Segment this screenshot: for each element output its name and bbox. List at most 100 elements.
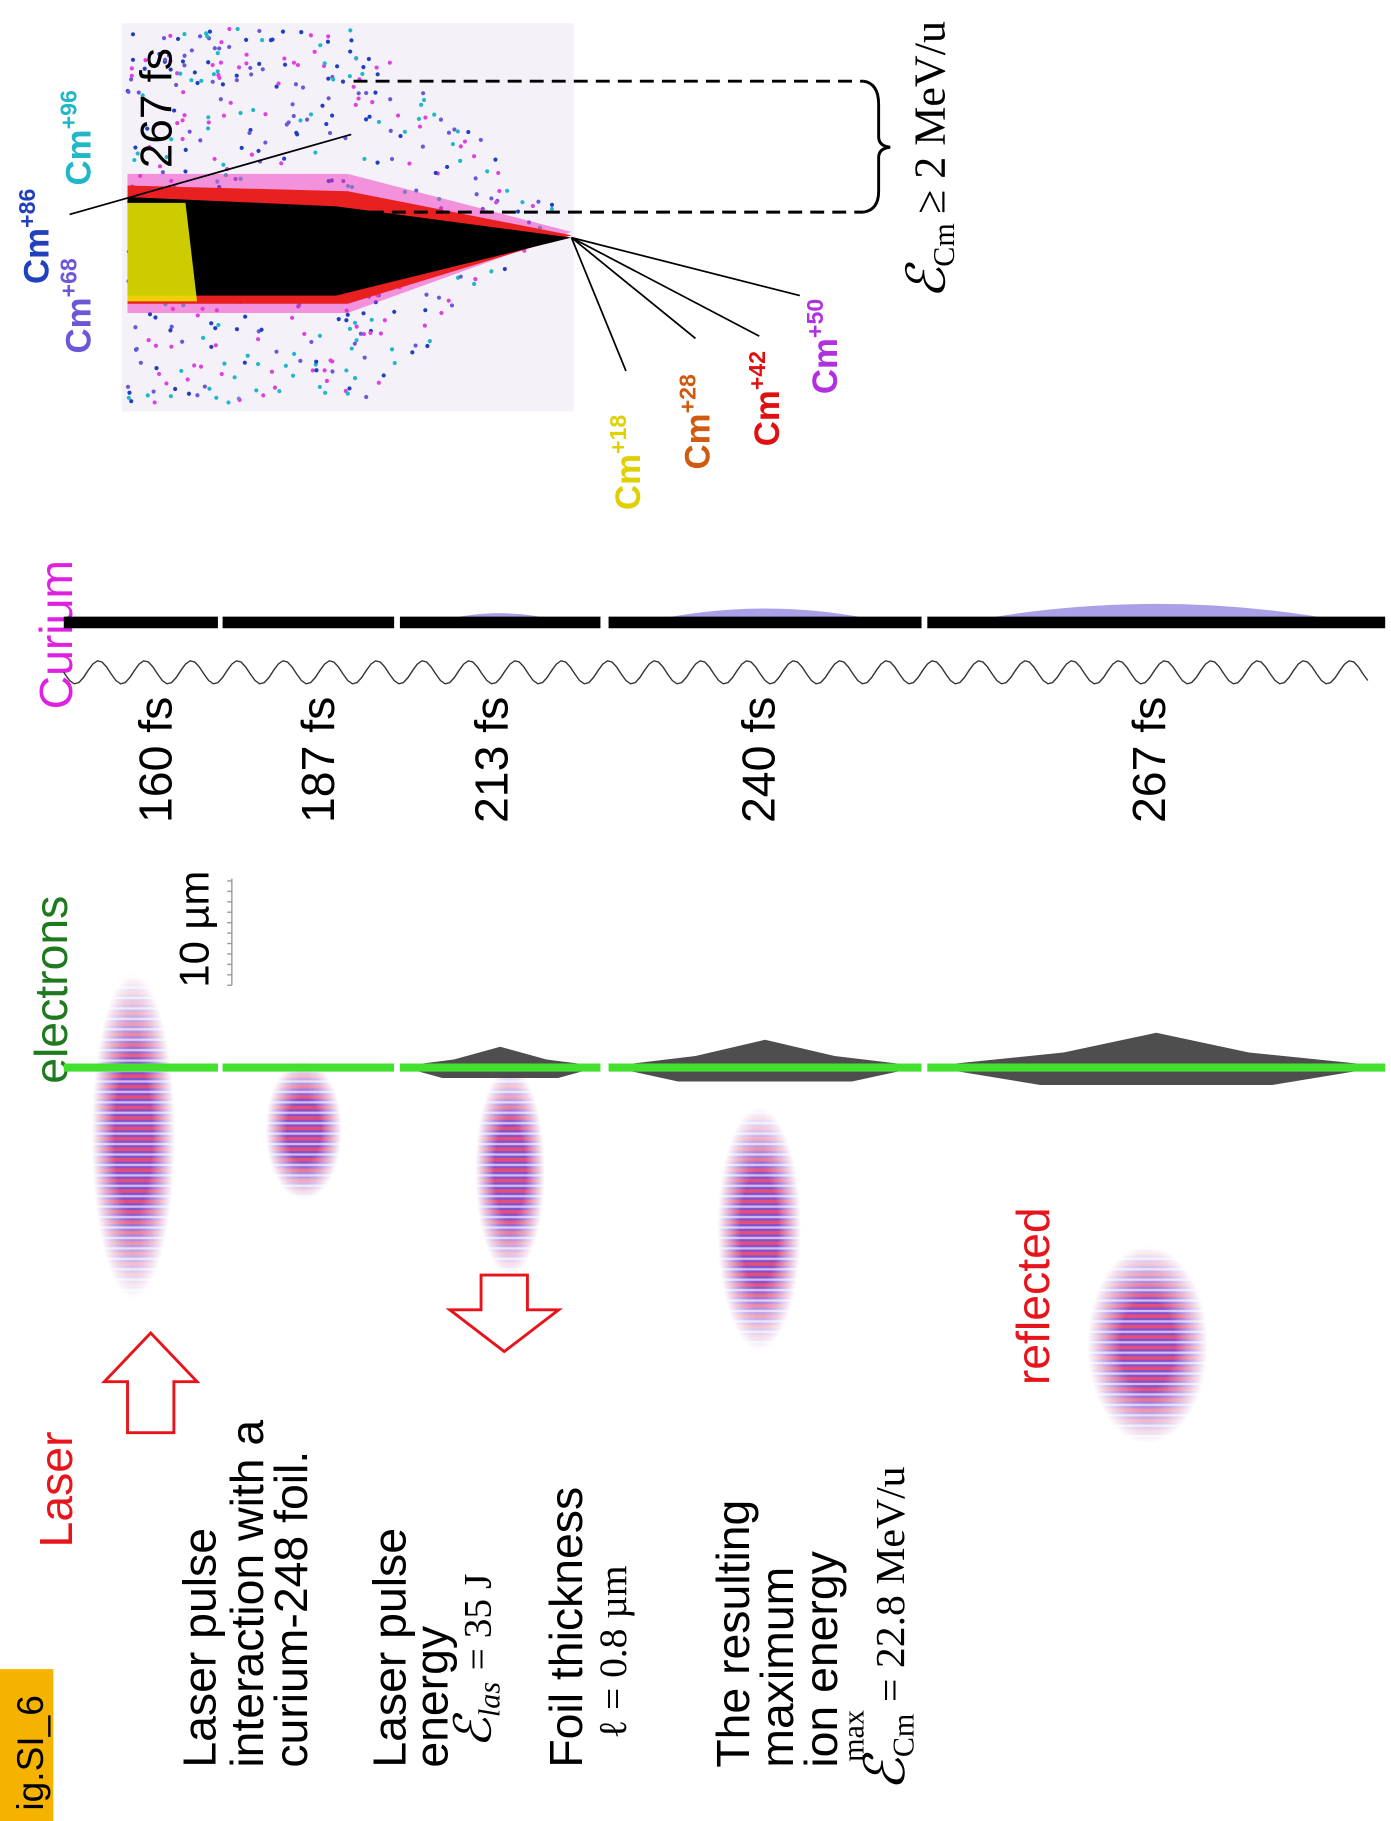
- ion-dot: [211, 80, 215, 84]
- ion-dot: [437, 296, 441, 300]
- ion-dot: [348, 74, 352, 78]
- ion-dot: [320, 104, 324, 108]
- text-part: +42: [744, 351, 770, 390]
- text-part: Cm: [749, 390, 787, 446]
- ion-dot: [162, 36, 166, 40]
- figure-label: ig.SI_6: [9, 1695, 51, 1810]
- ion-dot: [221, 163, 225, 167]
- ion-dot: [346, 313, 350, 317]
- ion-dot: [475, 192, 479, 196]
- ion-dot: [337, 317, 341, 321]
- ion-dot: [326, 77, 330, 81]
- ion-dot: [349, 38, 353, 42]
- formula-relation: = 22.8 MeV/u: [868, 1466, 914, 1702]
- ion-dot: [423, 115, 427, 119]
- ion-dot: [214, 396, 218, 400]
- ion-dot: [357, 91, 361, 95]
- text-part: +96: [56, 90, 82, 129]
- ion-dot: [348, 49, 352, 53]
- ion-dot: [439, 118, 443, 122]
- ion-dot: [179, 369, 183, 373]
- ion-dot: [173, 387, 177, 391]
- ion-dot: [182, 54, 186, 58]
- ion-dot: [489, 269, 493, 273]
- ion-dot: [392, 310, 396, 314]
- ion-dot: [493, 158, 497, 162]
- ion-dot: [246, 354, 250, 358]
- ion-dot: [352, 85, 356, 89]
- ion-dot: [388, 97, 392, 101]
- text-part: Cm: [927, 223, 961, 267]
- ion-dot: [168, 328, 172, 332]
- ion-label: Cm+96: [56, 90, 99, 185]
- ion-dot: [196, 313, 200, 317]
- ion-dot: [254, 388, 258, 392]
- ion-dot: [291, 374, 295, 378]
- ion-dot: [222, 362, 226, 366]
- ion-dot: [157, 372, 161, 376]
- ion-dot: [496, 171, 500, 175]
- ion-dot: [227, 27, 231, 31]
- ion-dot: [418, 124, 422, 128]
- ion-dot: [236, 27, 240, 31]
- ion-dot: [292, 114, 296, 118]
- ion-dot: [212, 72, 216, 76]
- ion-dot: [494, 200, 498, 204]
- ion-dot: [273, 386, 277, 390]
- ion-dot: [390, 157, 394, 161]
- ion-dot: [161, 170, 165, 174]
- laser-arrow: [450, 1275, 559, 1352]
- formula-subscript: las: [473, 1682, 507, 1717]
- ion-dot: [434, 171, 438, 175]
- ion-dot: [383, 318, 387, 322]
- ion-dot: [423, 308, 427, 312]
- ion-dot: [189, 78, 193, 82]
- ion-dot: [221, 82, 225, 86]
- ion-dot: [536, 200, 540, 204]
- time-label: 267 fs: [1123, 697, 1175, 823]
- ion-dot: [354, 56, 358, 60]
- ion-dot: [364, 117, 368, 121]
- ion-dot: [445, 165, 449, 169]
- ion-dot: [238, 398, 242, 402]
- formula-superscript: max: [837, 1710, 871, 1762]
- text-part: ≥ 2 MeV/u: [906, 21, 955, 214]
- laser-label: Laser: [30, 1431, 82, 1547]
- ion-dot: [479, 138, 483, 142]
- laser-arrow: [104, 1333, 197, 1433]
- ion-dot: [370, 100, 374, 104]
- ion-dot: [296, 63, 300, 67]
- ion-dot: [260, 38, 264, 42]
- ion-dot: [263, 140, 267, 144]
- ion-dot: [458, 159, 462, 163]
- inset-plot: [122, 23, 574, 411]
- ion-dot: [219, 97, 223, 101]
- ion-dot: [353, 342, 357, 346]
- ion-dot: [274, 350, 278, 354]
- ion-dot: [463, 139, 467, 143]
- ion-dot: [133, 325, 137, 329]
- ion-dot: [216, 69, 220, 73]
- text-part: +86: [14, 189, 40, 228]
- ion-dot: [344, 368, 348, 372]
- ion-dot: [309, 112, 313, 116]
- ion-dot: [126, 385, 130, 389]
- ion-dot: [450, 303, 454, 307]
- ion-dot: [195, 393, 199, 397]
- ion-dot: [208, 30, 212, 34]
- ion-dot: [188, 130, 192, 134]
- ion-dot: [209, 345, 213, 349]
- ion-dot: [421, 145, 425, 149]
- ion-dot: [199, 365, 203, 369]
- ion-dot: [233, 375, 237, 379]
- ion-dot: [237, 65, 241, 69]
- ion-dot: [247, 131, 251, 135]
- ion-dot: [192, 363, 196, 367]
- ion-dot: [294, 131, 298, 135]
- ion-dot: [367, 57, 371, 61]
- ion-dot: [379, 331, 383, 335]
- ion-dot: [217, 46, 221, 50]
- ion-dot: [314, 360, 318, 364]
- ion-dot: [217, 76, 221, 80]
- ion-dot: [335, 64, 339, 68]
